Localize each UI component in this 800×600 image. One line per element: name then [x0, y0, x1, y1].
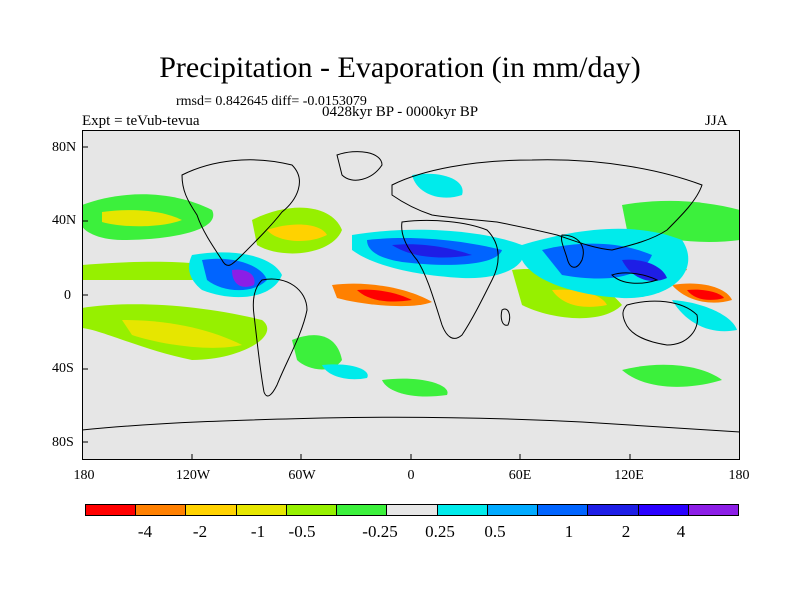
lon-tick-180w: 180: [73, 468, 95, 483]
contour-blue-asia: [542, 243, 652, 279]
coast-south-america: [252, 278, 308, 397]
colorbar-segment: [487, 505, 539, 515]
lat-tick-40n: 40N: [52, 213, 77, 228]
lon-tick-120e: 120E: [614, 468, 644, 483]
lon-tick-120w: 120W: [175, 468, 211, 483]
contour-green-satl: [292, 335, 342, 370]
axis-ticks: [82, 146, 631, 460]
contour-navy-africa: [392, 244, 472, 258]
colorbar-segment: [588, 505, 639, 515]
contour-green-so2: [622, 364, 722, 387]
season-label: JJA: [705, 113, 728, 129]
lat-tick-80n: 80N: [52, 140, 77, 155]
colorbar-label-p025: 0.25: [425, 522, 455, 541]
lon-tick-180e: 180: [728, 468, 750, 483]
colorbar-segment: [186, 505, 237, 515]
coast-indonesia: [611, 272, 659, 284]
lon-tick-60e: 60E: [508, 468, 532, 483]
colorbar-segment: [337, 505, 388, 515]
colorbar-segment: [286, 505, 338, 515]
colorbar-label-p2: 2: [621, 522, 631, 541]
contour-green-so: [382, 378, 448, 397]
contour-yellow-spac: [122, 320, 242, 348]
coast-antarctica: [82, 416, 740, 433]
coast-north-america: [181, 159, 300, 266]
coast-australia: [622, 300, 698, 346]
colorbar-label-m025: -0.25: [362, 522, 398, 541]
contour-yellow-ind: [552, 289, 607, 307]
period-label: 0428kyr BP - 0000kyr BP: [322, 104, 479, 120]
coast-europe-asia: [391, 159, 703, 251]
lon-tick-60w: 60W: [288, 468, 316, 483]
lat-tick-0: 0: [64, 288, 71, 303]
coast-india: [561, 234, 584, 268]
colorbar-segment: [136, 505, 187, 515]
stats-text: rmsd= 0.842645 diff= -0.0153079: [176, 94, 367, 109]
experiment-label: Expt = teVub-tevua: [82, 113, 200, 129]
colorbar-segment: [638, 505, 689, 515]
colorbar-label-p4: 4: [676, 522, 686, 541]
contour-yellow-npac: [102, 210, 182, 227]
coast-greenland: [336, 151, 383, 181]
contour-cyan-so: [322, 364, 368, 380]
coast-africa: [401, 219, 499, 339]
lon-tick-0: 0: [407, 468, 415, 483]
colorbar-segment: [437, 505, 488, 515]
lat-tick-40s: 40S: [52, 361, 74, 376]
colorbar-segment: [86, 505, 137, 515]
coast-madagascar: [500, 308, 511, 326]
colorbar-label-m05: -0.5: [288, 522, 316, 541]
chart-title: Precipitation - Evaporation (in mm/day): [159, 51, 641, 84]
contour-navy-asia: [622, 259, 667, 281]
colorbar-segment: [688, 505, 739, 515]
contour-cyan-spac: [672, 300, 737, 332]
world-map: [82, 130, 740, 460]
colorbar: [85, 504, 739, 516]
lat-tick-80s: 80S: [52, 435, 74, 450]
contour-red-spac: [687, 289, 724, 300]
colorbar-label-m4: -4: [137, 522, 153, 541]
colorbar-label-m1: -1: [250, 522, 266, 541]
contour-fill: [82, 173, 740, 397]
colorbar-label-p1: 1: [564, 522, 574, 541]
colorbar-label-p05: 0.5: [484, 522, 506, 541]
contour-red-atl: [357, 289, 412, 302]
contour-yellow-natl: [267, 224, 327, 242]
colorbar-label-m2: -2: [192, 522, 208, 541]
coastlines: [82, 151, 740, 433]
colorbar-segment: [538, 505, 589, 515]
contour-purple-camerica: [232, 269, 255, 287]
contour-cyan-europe: [412, 173, 463, 198]
colorbar-segment: [387, 505, 438, 515]
colorbar-segment: [236, 505, 287, 515]
